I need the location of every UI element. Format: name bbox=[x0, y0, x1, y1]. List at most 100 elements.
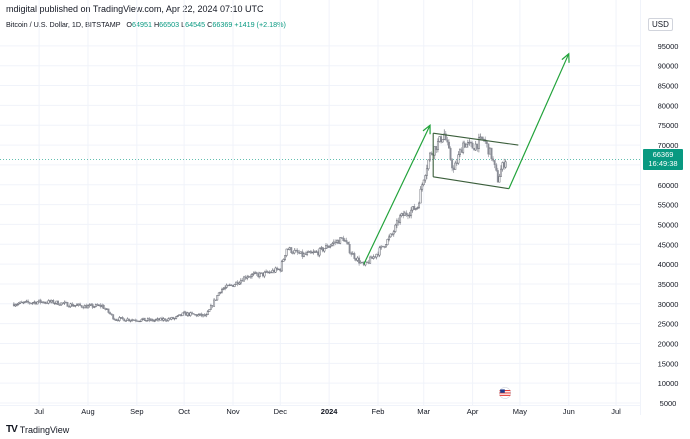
candle-up bbox=[310, 252, 313, 254]
candle-down bbox=[110, 313, 113, 315]
x-tick-label: May bbox=[513, 407, 527, 416]
candle-down bbox=[164, 318, 167, 321]
candle-up bbox=[77, 303, 80, 306]
candle-down bbox=[200, 313, 203, 317]
candle-up bbox=[438, 136, 441, 142]
candle-up bbox=[336, 240, 338, 243]
candle-up bbox=[265, 271, 268, 273]
candle-up bbox=[36, 301, 39, 305]
candle-down bbox=[91, 304, 94, 308]
channel-upper-line bbox=[433, 132, 519, 146]
candle-up bbox=[325, 245, 327, 249]
last-price-badge: 66369 16:49:38 bbox=[643, 149, 683, 170]
candle-down bbox=[49, 300, 52, 303]
candle-down bbox=[121, 317, 124, 320]
candle-up bbox=[217, 292, 220, 296]
arrow-1-line bbox=[363, 124, 431, 265]
candle-down bbox=[405, 212, 408, 216]
us-flag-event-icon[interactable] bbox=[496, 387, 514, 399]
high-label: H bbox=[153, 20, 160, 29]
candle-up bbox=[150, 318, 152, 321]
candle-up bbox=[69, 303, 72, 307]
y-tick-label: 25000 bbox=[658, 320, 679, 329]
y-tick-label: 90000 bbox=[658, 62, 679, 71]
candle-up bbox=[372, 256, 375, 259]
candle-down bbox=[383, 246, 386, 248]
x-tick-label: Sep bbox=[130, 407, 143, 416]
candle-down bbox=[27, 300, 30, 303]
candle-down bbox=[485, 141, 488, 144]
candle-up bbox=[293, 250, 296, 254]
footer-brand[interactable]: TV TradingView bbox=[6, 424, 69, 435]
candle-down bbox=[180, 314, 182, 316]
candle-down bbox=[402, 213, 405, 217]
publish-info: mdigital published on TradingView.com, A… bbox=[6, 4, 264, 14]
x-tick-label: Jul bbox=[611, 407, 621, 416]
candle-up bbox=[53, 302, 56, 305]
candle-down bbox=[20, 301, 23, 304]
candle-up bbox=[94, 304, 97, 307]
candle-down bbox=[291, 252, 294, 254]
candle-down bbox=[276, 267, 279, 270]
candle-up bbox=[93, 306, 96, 308]
candle-down bbox=[172, 317, 175, 320]
y-tick-label: 55000 bbox=[658, 201, 679, 210]
candle-up bbox=[274, 267, 277, 273]
candle-up bbox=[250, 274, 253, 277]
candle-up bbox=[33, 301, 36, 304]
candle-up bbox=[328, 246, 331, 248]
candle-down bbox=[135, 320, 138, 322]
candle-up bbox=[380, 245, 383, 249]
candle-up bbox=[156, 318, 159, 320]
candle-down bbox=[112, 314, 115, 320]
candle-down bbox=[493, 160, 496, 165]
candle-up bbox=[88, 304, 91, 307]
candle-down bbox=[42, 301, 45, 304]
candle-down bbox=[148, 318, 151, 321]
candle-up bbox=[252, 273, 255, 275]
currency-button[interactable]: USD bbox=[648, 18, 673, 31]
candle-down bbox=[355, 258, 357, 261]
candle-up bbox=[72, 305, 75, 307]
candle-down bbox=[449, 147, 452, 160]
candle-down bbox=[340, 237, 343, 239]
candle-up bbox=[280, 261, 283, 272]
candle-up bbox=[129, 320, 132, 322]
candle-down bbox=[255, 272, 258, 275]
candle-up bbox=[288, 247, 291, 250]
candle-up bbox=[498, 176, 501, 183]
candle-up bbox=[189, 312, 192, 316]
candle-up bbox=[50, 300, 53, 303]
candle-up bbox=[375, 253, 378, 258]
candle-up bbox=[55, 300, 58, 304]
candle-up bbox=[302, 253, 305, 257]
symbol-legend: Bitcoin / U.S. Dollar, 1D, BITSTAMP O649… bbox=[6, 20, 286, 29]
candle-down bbox=[366, 261, 368, 263]
candle-down bbox=[448, 141, 450, 149]
candle-up bbox=[124, 320, 127, 322]
y-tick-label: 10000 bbox=[658, 379, 679, 388]
candle-up bbox=[206, 311, 209, 315]
candle-down bbox=[137, 320, 140, 323]
candle-up bbox=[178, 314, 181, 316]
candle-up bbox=[90, 304, 93, 306]
candle-up bbox=[120, 317, 123, 319]
candle-up bbox=[186, 312, 189, 316]
candle-up bbox=[205, 314, 208, 317]
candle-down bbox=[367, 261, 370, 264]
candle-down bbox=[184, 311, 187, 316]
candle-up bbox=[25, 300, 28, 303]
candle-up bbox=[323, 248, 326, 252]
candle-down bbox=[287, 248, 290, 251]
candle-up bbox=[315, 251, 318, 253]
tradingview-logo-icon: TV bbox=[6, 424, 18, 435]
candle-up bbox=[181, 312, 184, 316]
candle-up bbox=[140, 319, 143, 322]
candle-down bbox=[430, 152, 433, 155]
candle-up bbox=[388, 236, 391, 240]
high-value: 66503 bbox=[159, 20, 180, 29]
x-tick-label: Apr bbox=[467, 407, 479, 416]
candle-up bbox=[429, 152, 431, 161]
candle-down bbox=[143, 317, 146, 321]
